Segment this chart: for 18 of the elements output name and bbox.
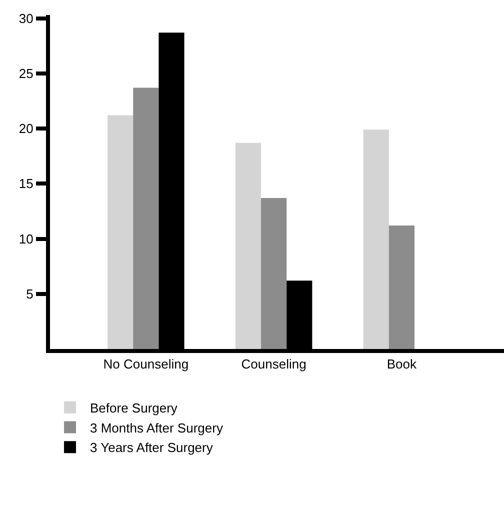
y-tick-label: 20	[18, 121, 34, 136]
bar	[133, 88, 159, 349]
bar	[108, 115, 134, 349]
legend-label: Before Surgery	[90, 400, 178, 416]
y-tick-label: 5	[26, 286, 34, 302]
y-tick-label: 10	[18, 231, 34, 246]
bar	[261, 198, 287, 349]
y-tick-label: 30	[18, 10, 34, 26]
legend-label: 3 Months After Surgery	[90, 420, 224, 436]
x-tick-label: Book	[386, 356, 417, 372]
bar	[363, 130, 389, 349]
y-tick-label: 25	[18, 66, 34, 81]
x-tick-label: No Counseling	[103, 356, 189, 372]
bar	[388, 226, 414, 349]
y-tick-label: 15	[18, 176, 34, 192]
bar	[235, 142, 262, 349]
x-tick-label: Counseling	[241, 356, 306, 372]
legend-label: 3 Years After Surgery	[90, 440, 214, 456]
